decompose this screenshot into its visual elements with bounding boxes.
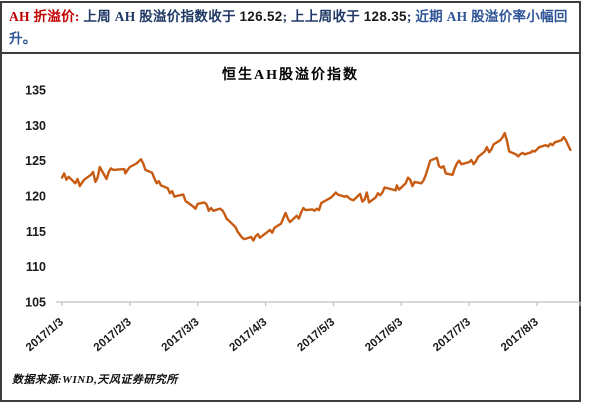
- x-axis-label: 2017/4/3: [227, 316, 269, 354]
- x-axis-label: 2017/5/3: [295, 316, 337, 354]
- x-axis-label: 2017/6/3: [363, 316, 405, 354]
- x-axis-label: 2017/2/3: [92, 316, 134, 354]
- commentary-highlight: 近期 AH 股溢价率小幅回升。: [9, 9, 568, 46]
- prior-week-close-value: 128.35: [363, 9, 407, 24]
- commentary-paragraph: AH 折溢价: 上周 AH 股溢价指数收于 126.52; 上上周收于 128.…: [9, 6, 571, 49]
- x-axis-label: 2017/3/3: [160, 316, 202, 354]
- commentary-topic-label: AH 折溢价:: [9, 9, 80, 24]
- last-week-close-value: 126.52: [239, 9, 283, 24]
- commentary-body-3: ;: [406, 9, 416, 24]
- x-axis-label: 2017/8/3: [499, 316, 541, 354]
- y-axis-label: 115: [26, 225, 46, 239]
- y-axis-label: 125: [25, 154, 46, 168]
- y-axis-label: 120: [25, 190, 46, 204]
- chart-title: 恒生AH股溢价指数: [222, 68, 359, 83]
- data-source-note: 数据来源:WIND,天风证券研究所: [12, 374, 178, 386]
- price-line: [60, 131, 572, 242]
- x-axis-label: 2017/7/3: [431, 316, 473, 354]
- x-axis-label: 2017/1/3: [24, 316, 66, 354]
- commentary-body-2: ; 上上周收于: [282, 9, 364, 24]
- y-axis-label: 130: [25, 119, 46, 133]
- commentary-body-1: 上周 AH 股溢价指数收于: [79, 9, 240, 24]
- y-axis-label: 105: [25, 296, 46, 310]
- y-axis-label: 135: [25, 84, 46, 98]
- cell-divider: [0, 52, 581, 54]
- y-axis-label: 110: [26, 260, 46, 274]
- report-frame: [0, 1, 581, 402]
